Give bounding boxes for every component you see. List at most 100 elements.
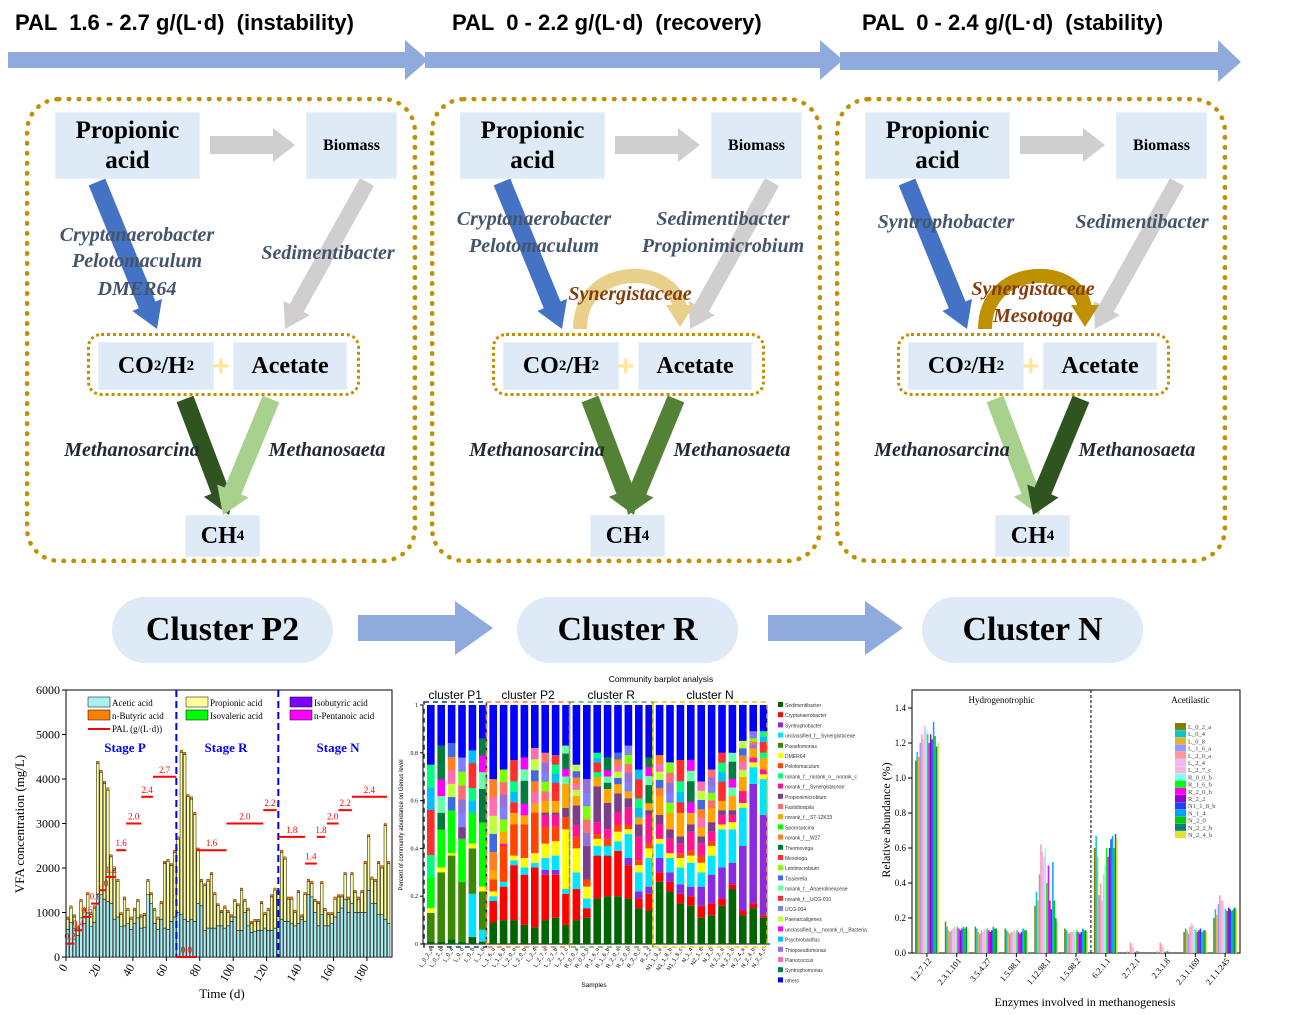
enzyme-bar [1193, 928, 1196, 953]
stack-segment [614, 793, 622, 813]
enzyme-chart: 0.0 0.2 0.4 0.6 0.8 1.0 1.2 1.4 1.2.7.12 2.3.1.10… [880, 689, 1241, 1009]
pal-label: 2.0 [239, 812, 251, 822]
stack-segment [635, 769, 643, 780]
enzyme-bar [1183, 932, 1185, 953]
stack-segment [479, 886, 487, 892]
enzyme-bar [1034, 905, 1036, 953]
stack-segment [520, 803, 529, 816]
stack-segment [707, 800, 716, 809]
stack-segment [499, 886, 508, 921]
stack-segment [458, 826, 466, 839]
enzyme-bar [1159, 942, 1161, 953]
butyric-bar [149, 892, 153, 895]
stack-segment [676, 853, 685, 858]
propionic-bar [260, 903, 264, 931]
legend-label: norank_f__Anaerolineaceae [785, 887, 848, 893]
stack-segment-others [479, 705, 487, 739]
enzyme-bar [986, 928, 989, 953]
propionic-bar [387, 863, 391, 924]
acetic-bar [370, 903, 374, 958]
stack-segment-others [728, 705, 737, 753]
propionic-bar [343, 874, 347, 900]
stack-segment-others [520, 705, 529, 758]
acetic-bar [340, 907, 344, 958]
stack-segment [531, 770, 539, 782]
enzyme-bar [1114, 834, 1117, 953]
stack-segment-others [468, 705, 477, 751]
acetic-bar [219, 925, 224, 958]
acetic-bar [320, 914, 324, 958]
stack-segment [447, 770, 456, 784]
category-label: 1.12.98.1 [1025, 956, 1053, 987]
butyric-bar [173, 850, 177, 853]
panel-1: Propionic acid Biomass CO 2/H 2 + Acetate CH 4 Cr… [25, 97, 417, 563]
butyric-bar [357, 896, 361, 900]
stack-segment [624, 807, 633, 825]
x-tick-label: 0 [55, 962, 70, 974]
stack-segment [635, 788, 643, 799]
butyric-bar [316, 901, 320, 904]
enzyme-bar [1186, 930, 1188, 953]
category-label: 2.3.1.101 [935, 956, 963, 987]
enzyme-bar [1231, 911, 1233, 953]
acetic-bar [346, 912, 351, 958]
legend-swatch [778, 702, 783, 707]
stack-segment-others [697, 705, 705, 782]
propionic-bar [370, 878, 374, 904]
stack-segment [635, 798, 643, 809]
legend-label: norank_f__UCG-010 [785, 897, 831, 903]
enzyme-bar [1189, 926, 1191, 953]
stack-segment [458, 757, 466, 772]
stack-segment [583, 879, 591, 887]
group-label-acetilastic: Acetilastic [1171, 695, 1209, 705]
stack-segment [707, 769, 716, 778]
stack-segment [614, 831, 622, 842]
stack-segment [541, 762, 549, 773]
acetic-bar [243, 912, 247, 958]
enzyme-bar [1093, 848, 1096, 953]
propionic-bar [209, 874, 213, 929]
stack-segment [676, 893, 685, 904]
stack-segment [687, 862, 695, 887]
stack-segment [499, 881, 508, 887]
enzyme-bar [922, 739, 924, 953]
stack-segment [603, 802, 612, 830]
stack-segment [603, 838, 612, 847]
enzyme-bar [1076, 930, 1078, 953]
enzyme-bar [946, 926, 948, 953]
stack-segment [562, 760, 570, 769]
stack-segment-others [718, 705, 726, 753]
enzyme-bar [1067, 932, 1069, 953]
propionic-bar [266, 910, 270, 931]
propionic-bar [92, 907, 96, 923]
pathway-arrows [898, 128, 1184, 515]
legend-swatch [1175, 759, 1186, 766]
pal-label: 2.4 [364, 785, 376, 795]
stack-segment [562, 768, 570, 777]
stack-segment [593, 822, 601, 835]
stack-segment [603, 782, 612, 789]
stack-segment [489, 851, 497, 871]
stack-segment [676, 857, 685, 868]
legend-swatch [778, 804, 783, 809]
butyric-bar [306, 878, 310, 882]
acetic-bar [213, 927, 217, 958]
enzyme-bar [1081, 928, 1084, 953]
legend-swatch [778, 732, 783, 738]
butyric-bar [126, 907, 130, 911]
arrow-co2h2-to-ch4 [176, 395, 236, 515]
stack-segment [687, 770, 695, 782]
stack-segment [437, 812, 445, 830]
stack-segment [593, 834, 601, 839]
stack-segment [593, 752, 601, 758]
syntroph-label: Mesotoga [993, 305, 1073, 327]
y-tick-label: 0 [415, 942, 418, 948]
enzyme-bar [920, 734, 923, 953]
arrow-co2h2-to-ch4 [986, 395, 1046, 515]
butyric-bar [139, 914, 143, 918]
left-taxon-label: Cryptanaerobacter [456, 208, 612, 230]
butyric-bar [216, 903, 220, 906]
legend-swatch [778, 824, 783, 830]
enzyme-bar [1080, 932, 1082, 953]
stack-segment [510, 802, 518, 813]
